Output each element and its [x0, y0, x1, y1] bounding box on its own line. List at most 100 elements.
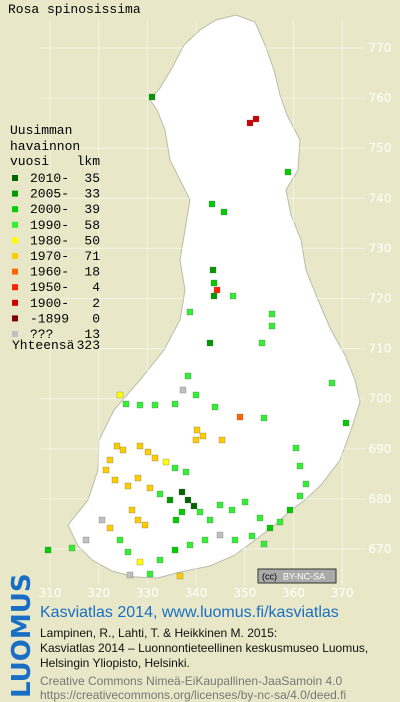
occurrence-square — [148, 93, 156, 101]
legend-swatch — [12, 206, 18, 213]
legend-count: 4 — [92, 280, 100, 295]
occurrence-square — [211, 403, 219, 411]
occurrence-square — [102, 466, 110, 474]
legend-swatch — [12, 237, 18, 244]
occurrence-square — [162, 458, 170, 466]
occurrence-square — [328, 379, 336, 387]
occurrence-square — [106, 456, 114, 464]
legend-swatch — [12, 284, 18, 291]
occurrence-square — [146, 570, 154, 578]
legend-label: 2000- — [30, 202, 69, 217]
occurrence-square — [199, 432, 207, 440]
grid: 310 320 330 340 350 360 3706706806907007107207… — [39, 20, 392, 600]
occurrence-square — [178, 488, 186, 496]
y-tick-label: 690 — [369, 442, 392, 456]
occurrence-square — [178, 508, 186, 516]
y-tick-label: 760 — [369, 91, 392, 105]
legend-count: 35 — [84, 171, 100, 186]
occurrence-squares — [44, 93, 350, 580]
occurrence-square — [229, 292, 237, 300]
badge-cc: (cc) — [262, 572, 277, 582]
license-line: Creative Commons Nimeä-EiKaupallinen-Jaa… — [40, 674, 342, 688]
footer-headline: Kasviatlas 2014, www.luomus.fi/kasviatla… — [40, 604, 339, 621]
legend-swatch — [12, 221, 18, 228]
x-tick-label: 330 — [136, 586, 159, 600]
y-tick-label: 720 — [369, 292, 392, 306]
legend-label: 1950- — [30, 280, 69, 295]
y-tick-label: 710 — [369, 342, 392, 356]
legend-swatch — [12, 253, 18, 259]
license-line: https://creativecommons.org/licenses/by-… — [40, 688, 346, 702]
occurrence-square — [136, 442, 144, 450]
occurrence-square — [342, 419, 350, 427]
occurrence-square — [134, 516, 142, 524]
license-badge: (cc) BY-NC-SA — [257, 568, 337, 584]
y-tick-label: 770 — [369, 41, 392, 55]
legend-count-header: lkm — [77, 154, 101, 169]
y-tick-label: 740 — [369, 191, 392, 205]
occurrence-square — [124, 482, 132, 490]
occurrence-square — [68, 544, 76, 552]
legend-label: 1990- — [30, 218, 69, 233]
occurrence-square — [192, 436, 200, 444]
x-tick-label: 370 — [331, 586, 354, 600]
occurrence-square — [116, 536, 124, 544]
occurrence-square — [196, 508, 204, 516]
occurrence-square — [268, 310, 276, 318]
occurrence-square — [128, 506, 136, 514]
occurrence-square — [134, 474, 142, 482]
citation-line: Kasviatlas 2014 – Luonnontieteellinen ke… — [40, 641, 368, 655]
occurrence-square — [286, 506, 294, 514]
occurrence-square — [302, 480, 310, 488]
occurrence-square — [156, 556, 164, 564]
legend-count: 50 — [84, 233, 100, 248]
occurrence-square — [82, 536, 90, 544]
occurrence-square — [151, 454, 159, 462]
y-tick-label: 700 — [369, 392, 392, 406]
occurrence-square — [206, 339, 214, 347]
occurrence-square — [171, 400, 179, 408]
occurrence-square — [141, 521, 149, 529]
occurrence-square — [151, 401, 159, 409]
occurrence-square — [171, 464, 179, 472]
occurrence-square — [179, 386, 187, 394]
occurrence-square — [190, 502, 198, 510]
occurrence-square — [184, 372, 192, 380]
occurrence-square — [268, 322, 276, 330]
legend-label: 1900- — [30, 296, 69, 311]
occurrence-square — [126, 571, 134, 579]
logo: LUOMUS — [7, 573, 37, 698]
occurrence-square — [258, 339, 266, 347]
occurrence-square — [156, 490, 164, 498]
legend-label: -1899 — [30, 311, 69, 326]
legend-swatch — [12, 315, 18, 322]
legend-heading: havainnon — [10, 139, 80, 154]
occurrence-square — [296, 492, 304, 500]
y-tick-label: 680 — [369, 492, 392, 506]
occurrence-square — [98, 516, 106, 524]
legend-count: 18 — [84, 265, 100, 280]
occurrence-square — [248, 532, 256, 540]
legend-label: 2010- — [30, 171, 69, 186]
occurrence-square — [213, 286, 221, 294]
x-tick-label: 320 — [87, 586, 110, 600]
occurrence-square — [292, 444, 300, 452]
occurrence-square — [116, 391, 124, 399]
occurrence-square — [246, 119, 254, 127]
occurrence-square — [276, 518, 284, 526]
occurrence-square — [228, 506, 236, 514]
occurrence-square — [184, 496, 192, 504]
x-tick-label: 360 — [282, 586, 305, 600]
occurrence-square — [210, 279, 218, 287]
occurrence-square — [284, 168, 292, 176]
badge-box — [257, 568, 337, 584]
legend-count: 58 — [84, 218, 100, 233]
occurrence-square — [44, 546, 52, 554]
occurrence-square — [113, 442, 121, 450]
occurrence-square — [210, 292, 218, 300]
occurrence-square — [252, 115, 260, 123]
legend-count: 39 — [84, 202, 100, 217]
legend-heading: Uusimman — [10, 123, 72, 138]
occurrence-square — [166, 496, 174, 504]
legend-label: ??? — [30, 327, 53, 342]
